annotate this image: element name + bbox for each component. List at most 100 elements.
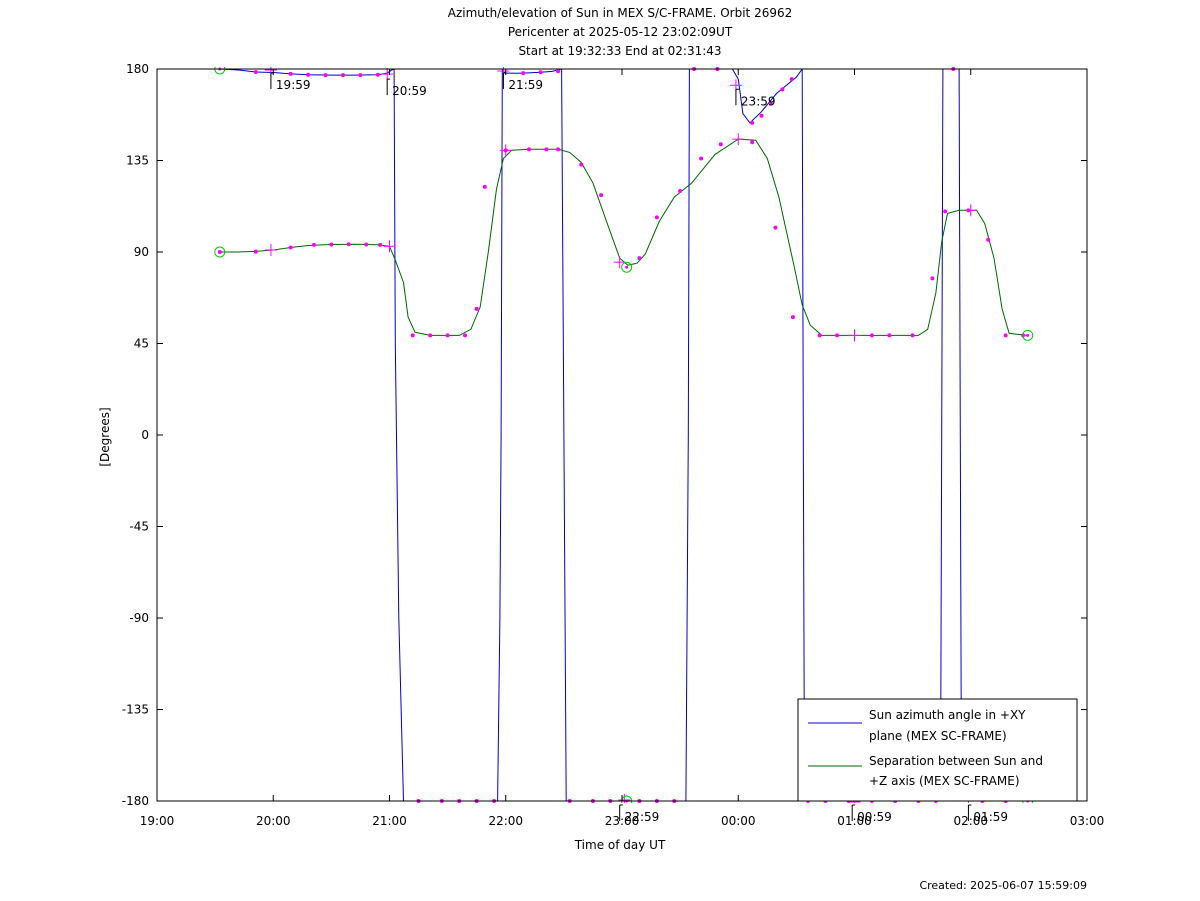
time-annotation-label-0: 19:59 xyxy=(276,78,311,92)
azimuth-sample-dot-8 xyxy=(538,70,543,75)
azimuth-sample-dot-13 xyxy=(759,113,764,118)
y-tick-label-8: -180 xyxy=(122,794,149,808)
x-tick-label-8: 03:00 xyxy=(1070,814,1105,828)
x-tick-label-7: 02:00 xyxy=(953,814,988,828)
legend: Sun azimuth angle in +XY plane (MEX SC-F… xyxy=(797,698,1078,802)
separation-sample-dot-6 xyxy=(364,242,369,247)
separation-sample-dot-5 xyxy=(346,242,351,247)
y-tick-label-5: -45 xyxy=(129,520,149,534)
time-annotation-label-5: 00:59 xyxy=(857,810,892,824)
azimuth-line-segment-4 xyxy=(501,68,562,74)
time-annotation-label-6: 01:59 xyxy=(973,810,1008,824)
separation-sample-dot-4 xyxy=(329,242,334,247)
separation-sample-dot-11 xyxy=(463,333,468,338)
azimuth-sample-dot-5 xyxy=(358,73,363,78)
time-annotation-3: 22:59 xyxy=(619,804,660,824)
x-tick-label-1: 20:00 xyxy=(256,814,291,828)
separation-sample-dot-23 xyxy=(699,156,704,161)
separation-sample-dot-37 xyxy=(1003,333,1008,338)
time-annotation-4: 23:59 xyxy=(735,88,776,108)
separation-hour-marker-3 xyxy=(613,256,626,269)
separation-sample-dot-31 xyxy=(887,333,892,338)
y-tick-label-1: 135 xyxy=(126,154,149,168)
x-tick-label-6: 01:00 xyxy=(837,814,872,828)
plot-frame xyxy=(156,68,1088,802)
separation-sample-dot-13 xyxy=(482,184,487,189)
time-annotation-5: 00:59 xyxy=(851,804,892,824)
azimuth-sample-dot-1 xyxy=(288,71,293,76)
separation-hour-marker-6 xyxy=(964,204,977,217)
azimuth-sample-dot-6 xyxy=(375,72,380,77)
legend-label-azimuth-line-1: Sun azimuth angle in +XY xyxy=(869,708,1026,722)
x-tick-label-3: 22:00 xyxy=(488,814,523,828)
azimuth-sample-dot-15 xyxy=(780,87,785,92)
time-annotation-label-1: 20:59 xyxy=(392,84,427,98)
separation-sample-dot-28 xyxy=(817,333,822,338)
separation-sample-dot-8 xyxy=(410,333,415,338)
separation-sample-dot-10 xyxy=(445,333,450,338)
plot-area xyxy=(214,67,1034,803)
azimuth-line-segment-0 xyxy=(219,68,395,76)
separation-sample-dot-36 xyxy=(986,237,991,242)
y-tick-label-3: 45 xyxy=(134,337,149,351)
time-annotation-6: 01:59 xyxy=(967,804,1008,824)
separation-sample-dot-18 xyxy=(579,162,584,167)
separation-hour-marker-0 xyxy=(264,243,277,256)
y-tick-label-4: 0 xyxy=(141,428,149,442)
time-annotation-0: 19:59 xyxy=(270,72,311,92)
azimuth-hour-marker-3 xyxy=(618,793,631,803)
azimuth-line-segment-7 xyxy=(685,68,690,802)
separation-sample-dot-27 xyxy=(790,315,795,320)
azimuth-line-segment-3 xyxy=(497,68,503,802)
x-tick-label-2: 21:00 xyxy=(372,814,407,828)
azimuth-line-segment-1 xyxy=(393,68,404,802)
separation-sample-dot-3 xyxy=(311,242,316,247)
time-annotation-2: 21:59 xyxy=(502,72,543,92)
azimuth-sample-dot-9 xyxy=(556,69,561,74)
separation-sample-dot-9 xyxy=(428,333,433,338)
x-axis-label: Time of day UT xyxy=(574,838,666,852)
x-tick-label-5: 00:00 xyxy=(721,814,756,828)
y-tick-label-2: 90 xyxy=(134,245,149,259)
legend-label-separation-line-1: Separation between Sun and xyxy=(869,754,1043,768)
separation-hour-marker-1 xyxy=(383,240,396,253)
y-tick-label-7: -135 xyxy=(122,703,149,717)
legend-label-azimuth-line-2: plane (MEX SC-FRAME) xyxy=(869,729,1007,743)
x-tick-label-0: 19:00 xyxy=(140,814,175,828)
separation-sample-dot-2 xyxy=(288,245,293,250)
time-annotation-label-4: 23:59 xyxy=(741,94,776,108)
created-timestamp: Created: 2025-06-07 15:59:09 xyxy=(919,879,1087,892)
azimuth-line-segment-8 xyxy=(689,68,803,124)
endpoint-marker-2 xyxy=(621,261,633,273)
azimuth-line-segment-9 xyxy=(801,68,805,802)
azimuth-sample-dot-12 xyxy=(750,120,755,125)
separation-sample-dot-20 xyxy=(637,256,642,261)
azimuth-sample-dot-4 xyxy=(341,73,345,78)
y-tick-label-0: 180 xyxy=(126,62,149,76)
separation-sample-dot-12 xyxy=(474,306,479,311)
separation-hour-marker-2 xyxy=(499,144,512,157)
azimuth-sample-dot-7 xyxy=(521,71,526,76)
x-tick-label-4: 23:00 xyxy=(605,814,640,828)
separation-sample-dot-30 xyxy=(869,333,874,338)
separation-sample-dot-21 xyxy=(654,215,659,220)
azimuth-sample-dot-2 xyxy=(306,72,311,77)
separation-sample-dot-29 xyxy=(835,333,840,338)
time-annotation-label-2: 21:59 xyxy=(508,78,543,92)
separation-hour-marker-4 xyxy=(732,133,745,146)
separation-sample-dot-1 xyxy=(253,249,258,254)
separation-sample-dot-16 xyxy=(544,147,549,152)
separation-sample-dot-32 xyxy=(910,333,915,338)
azimuth-sample-dot-16 xyxy=(789,77,794,82)
time-annotation-1: 20:59 xyxy=(386,78,427,98)
separation-sample-dot-33 xyxy=(930,276,935,281)
time-annotation-label-3: 22:59 xyxy=(625,810,660,824)
chart-title-line-2: Pericenter at 2025-05-12 23:02:09UT xyxy=(508,25,733,39)
chart-title-line-3: Start at 19:32:33 End at 02:31:43 xyxy=(518,44,721,58)
azimuth-sample-dot-14 xyxy=(768,101,773,106)
azimuth-sample-dot-3 xyxy=(323,73,328,78)
separation-sample-dot-26 xyxy=(773,225,778,230)
separation-sample-dot-7 xyxy=(378,242,383,247)
azimuth-line-segment-5 xyxy=(561,68,567,802)
axes-ticks: 19:00 20:00 21:00 22:00 23:00 00:00 01:00 02:00… xyxy=(122,62,1105,828)
